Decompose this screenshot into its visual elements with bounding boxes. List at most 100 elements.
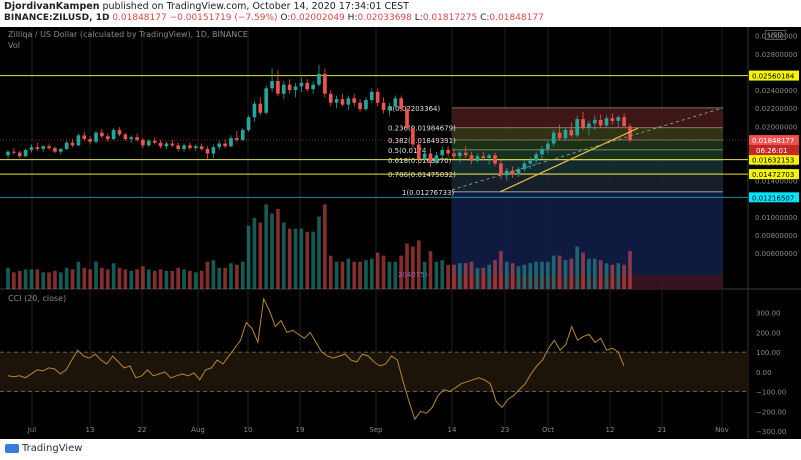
x-tick-label: 21: [658, 426, 667, 434]
low-label: L:: [414, 13, 423, 23]
candle-body: [323, 73, 327, 94]
volume-bar: [581, 252, 585, 289]
candle-body: [616, 117, 621, 121]
price-label-bg: [749, 154, 799, 165]
candle-body: [587, 123, 591, 128]
fib-zone: [452, 173, 723, 192]
volume-bar: [58, 272, 63, 289]
fib-label: 0.786(0.01475032): [388, 171, 456, 179]
candle-body: [123, 134, 128, 140]
candle-body: [223, 143, 227, 147]
volume-bar: [12, 272, 16, 289]
candle-body: [452, 153, 456, 157]
x-tick-label: 23: [501, 426, 510, 434]
currency-badge[interactable]: USD: [765, 30, 786, 40]
y-tick-label: 0.02400000: [755, 87, 797, 95]
candle-body: [328, 93, 333, 103]
candle-body: [70, 142, 75, 146]
candle-body: [270, 81, 274, 89]
volume-bar: [481, 267, 486, 289]
y-tick-label: 0.02200000: [755, 105, 797, 113]
volume-bar: [534, 261, 538, 289]
author-name[interactable]: DjordivanKampen: [4, 1, 100, 12]
candle-body: [88, 139, 92, 142]
price-label-bg: [749, 135, 799, 146]
candle-body: [17, 152, 22, 157]
candle-body: [293, 86, 298, 91]
chart-area[interactable]: Jul 13 22 Aug 10 19 Sep 14 23 Oct 12 21 Nov 0(0.02203…: [0, 27, 801, 439]
volume-bar: [598, 260, 603, 289]
fib-zone: [452, 107, 723, 128]
volume-bar: [387, 261, 392, 289]
y-tick-label: 0.01400000: [755, 178, 797, 186]
candle-body: [264, 88, 269, 113]
candle-body: [281, 84, 286, 94]
candle-body: [393, 98, 398, 107]
volume-bar: [199, 270, 204, 289]
price-label-bg: [749, 192, 799, 203]
price-label-text: 0.01848177: [752, 137, 794, 145]
candle-body: [551, 132, 556, 144]
volume-bar: [94, 261, 98, 289]
volume-bar: [88, 269, 92, 289]
candle-body: [428, 153, 433, 163]
tradingview-logo[interactable]: TradingView: [5, 443, 82, 454]
low-value: 0.01817275: [422, 13, 478, 23]
volume-bar: [504, 261, 509, 289]
volume-bar: [270, 213, 274, 289]
volume-bar: [628, 251, 632, 289]
price-change: −0.00151719 (−7.59%): [169, 13, 278, 23]
volume-bar: [610, 264, 615, 289]
fib-label: 0.382(0.01849391): [388, 137, 456, 145]
candle-body: [252, 103, 257, 118]
cci-line: [7, 297, 625, 421]
candle-body: [540, 148, 544, 155]
x-tick-label: Jul: [27, 426, 37, 434]
volume-bar: [6, 267, 10, 289]
volume-bar: [563, 260, 568, 289]
volume-bar: [469, 261, 474, 289]
candle-body: [305, 82, 310, 90]
candle-body: [604, 118, 609, 126]
volume-bar: [100, 267, 104, 289]
volume-bar: [328, 255, 333, 289]
candle-body: [493, 155, 497, 164]
volume-bar: [311, 231, 315, 289]
candle-body: [211, 147, 216, 154]
volume-bar: [223, 267, 227, 289]
candle-body: [411, 128, 415, 145]
candle-body: [446, 149, 450, 154]
volume-bar: [141, 266, 145, 289]
price-label-text: 0.01472703: [752, 171, 794, 179]
candle-body: [610, 118, 615, 121]
cci-tick-label: 0.00: [756, 369, 772, 377]
cci-tick-label: −200.00: [756, 408, 786, 416]
volume-bar: [346, 258, 351, 289]
candle-body: [399, 98, 403, 110]
candle-body: [12, 151, 16, 153]
volume-bar: [546, 261, 550, 289]
y-tick-label: 0.03000000: [755, 33, 797, 41]
volume-bar: [604, 263, 609, 289]
high-value: 0.02033698: [357, 13, 412, 23]
volume-bar: [510, 263, 515, 289]
volume-bar: [516, 266, 521, 289]
candle-body: [205, 148, 210, 154]
volume-bar: [147, 269, 151, 289]
price-chart-svg[interactable]: Jul 13 22 Aug 10 19 Sep 14 23 Oct 12 21 Nov 0(0.02203…: [0, 27, 801, 439]
volume-bar: [334, 261, 339, 289]
candle-body: [475, 156, 480, 161]
y-tick-label: 0.00600000: [755, 250, 797, 258]
candle-body: [387, 106, 392, 111]
volume-bar: [446, 264, 450, 289]
candle-body: [147, 140, 151, 146]
volume-bar: [358, 261, 362, 289]
candle-body: [158, 142, 163, 147]
volume-bar: [411, 246, 415, 289]
candle-body: [481, 156, 486, 159]
fib-zone: [452, 127, 723, 140]
x-tick-label: 10: [244, 426, 253, 434]
volume-bar: [323, 204, 327, 289]
close-value: 0.01848177: [489, 13, 544, 23]
candle-body: [29, 147, 34, 150]
